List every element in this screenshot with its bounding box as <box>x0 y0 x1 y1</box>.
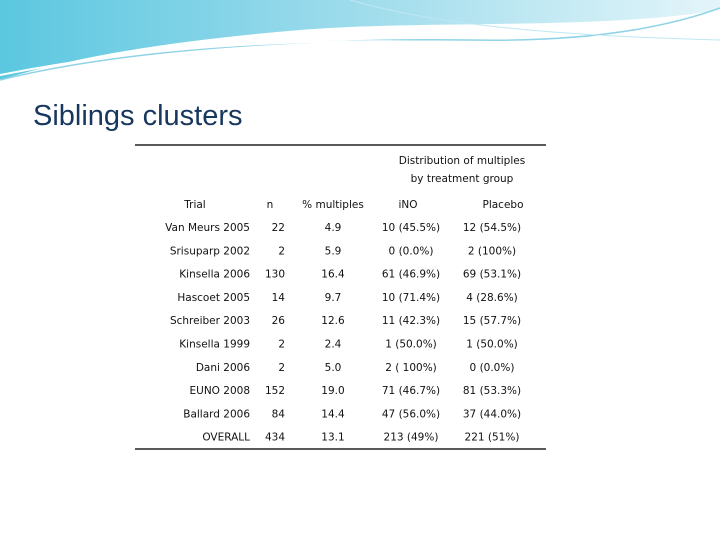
table-cell: 12.6 <box>321 315 345 327</box>
table-cell: 152 <box>265 385 285 397</box>
table-cell: 213 (49%) <box>384 432 439 444</box>
table-cell: 1 (50.0%) <box>466 339 518 351</box>
table-cell: 1 (50.0%) <box>385 339 437 351</box>
table-cell: 10 (45.5%) <box>382 222 440 234</box>
table-cell: Dani 2006 <box>196 362 250 374</box>
table-cell: 15 (57.7%) <box>463 315 521 327</box>
table-cell: 11 (42.3%) <box>382 315 440 327</box>
table-cell: 0 (0.0%) <box>470 362 515 374</box>
table-cell: 434 <box>265 432 285 444</box>
slide-title: Siblings clusters <box>33 100 243 132</box>
table-cell: 61 (46.9%) <box>382 269 440 281</box>
table-cell: 9.7 <box>325 292 342 304</box>
table-cell: 2 <box>278 362 285 374</box>
table-cell: 2 <box>278 245 285 257</box>
table-cell: 16.4 <box>321 269 345 281</box>
table-cell: 2.4 <box>325 339 342 351</box>
table-cell: 14 <box>272 292 286 304</box>
table-cell: 221 (51%) <box>465 432 520 444</box>
table-cell: 10 (71.4%) <box>382 292 440 304</box>
table-cell: 71 (46.7%) <box>382 385 440 397</box>
table-cell: 14.4 <box>321 408 345 420</box>
table-cell: 69 (53.1%) <box>463 269 521 281</box>
header-wave <box>0 0 720 81</box>
column-header: n <box>267 199 274 211</box>
table-cell: Van Meurs 2005 <box>165 222 250 234</box>
table-cell: Ballard 2006 <box>183 408 250 420</box>
column-header: Placebo <box>482 199 523 211</box>
table-cell: 4 (28.6%) <box>466 292 518 304</box>
table-cell: Kinsella 2006 <box>179 269 250 281</box>
table-cell: 0 (0.0%) <box>389 245 434 257</box>
table-cell: 12 (54.5%) <box>463 222 521 234</box>
table-cell: 5.9 <box>325 245 342 257</box>
table-cell: EUNO 2008 <box>190 385 251 397</box>
table-cell: Srisuparp 2002 <box>170 245 250 257</box>
table-cell: 2 ( 100%) <box>385 362 437 374</box>
table-cell: 2 <box>278 339 285 351</box>
table-cell: OVERALL <box>202 432 250 444</box>
table-cell: 130 <box>265 269 285 281</box>
table-cell: Hascoet 2005 <box>177 292 250 304</box>
column-header: iNO <box>398 199 417 211</box>
table-cell: 84 <box>272 408 286 420</box>
group-header: by treatment group <box>411 173 514 185</box>
table-cell: 13.1 <box>321 432 344 444</box>
table-cell: Schreiber 2003 <box>170 315 250 327</box>
table-cell: 19.0 <box>321 385 344 397</box>
table-cell: 22 <box>272 222 285 234</box>
table-cell: Kinsella 1999 <box>179 339 250 351</box>
column-header: Trial <box>183 199 205 211</box>
table-cell: 26 <box>272 315 286 327</box>
table-cell: 4.9 <box>325 222 342 234</box>
table-cell: 81 (53.3%) <box>463 385 521 397</box>
table-cell: 37 (44.0%) <box>463 408 521 420</box>
table-cell: 2 (100%) <box>468 245 516 257</box>
table-cell: 47 (56.0%) <box>382 408 440 420</box>
group-header: Distribution of multiples <box>399 155 525 167</box>
table-cell: 5.0 <box>325 362 342 374</box>
column-header: % multiples <box>302 199 364 211</box>
